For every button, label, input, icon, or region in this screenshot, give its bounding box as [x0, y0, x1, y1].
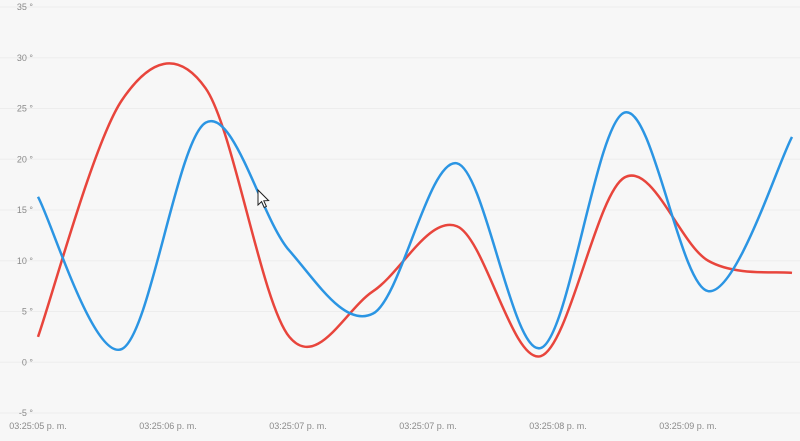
y-tick-label: -5 ° — [19, 408, 34, 418]
x-tick-label: 03:25:09 p. m. — [659, 421, 717, 431]
x-tick-label: 03:25:08 p. m. — [529, 421, 587, 431]
x-tick-label: 03:25:07 p. m. — [399, 421, 457, 431]
series-lines — [36, 62, 794, 358]
x-tick-label: 03:25:05 p. m. — [9, 421, 67, 431]
y-tick-label: 0 ° — [22, 357, 34, 367]
y-tick-label: 5 ° — [22, 307, 34, 317]
y-tick-label: 20 ° — [17, 154, 34, 164]
y-axis-ticks: 35 ° 30 ° 25 ° 20 ° 15 ° 10 ° 5 ° 0 ° -5 ° — [17, 2, 34, 418]
y-tick-label: 35 ° — [17, 2, 34, 12]
series-line-red — [36, 62, 793, 358]
x-axis-ticks: 03:25:05 p. m. 03:25:06 p. m. 03:25:07 p. … — [9, 421, 717, 431]
y-tick-label: 10 ° — [17, 256, 34, 266]
x-tick-label: 03:25:06 p. m. — [139, 421, 197, 431]
grid — [0, 6, 800, 414]
y-tick-label: 25 ° — [17, 104, 34, 114]
series-line-blue — [36, 111, 794, 351]
y-tick-label: 15 ° — [17, 205, 34, 215]
y-tick-label: 30 ° — [17, 53, 34, 63]
x-tick-label: 03:25:07 p. m. — [269, 421, 327, 431]
